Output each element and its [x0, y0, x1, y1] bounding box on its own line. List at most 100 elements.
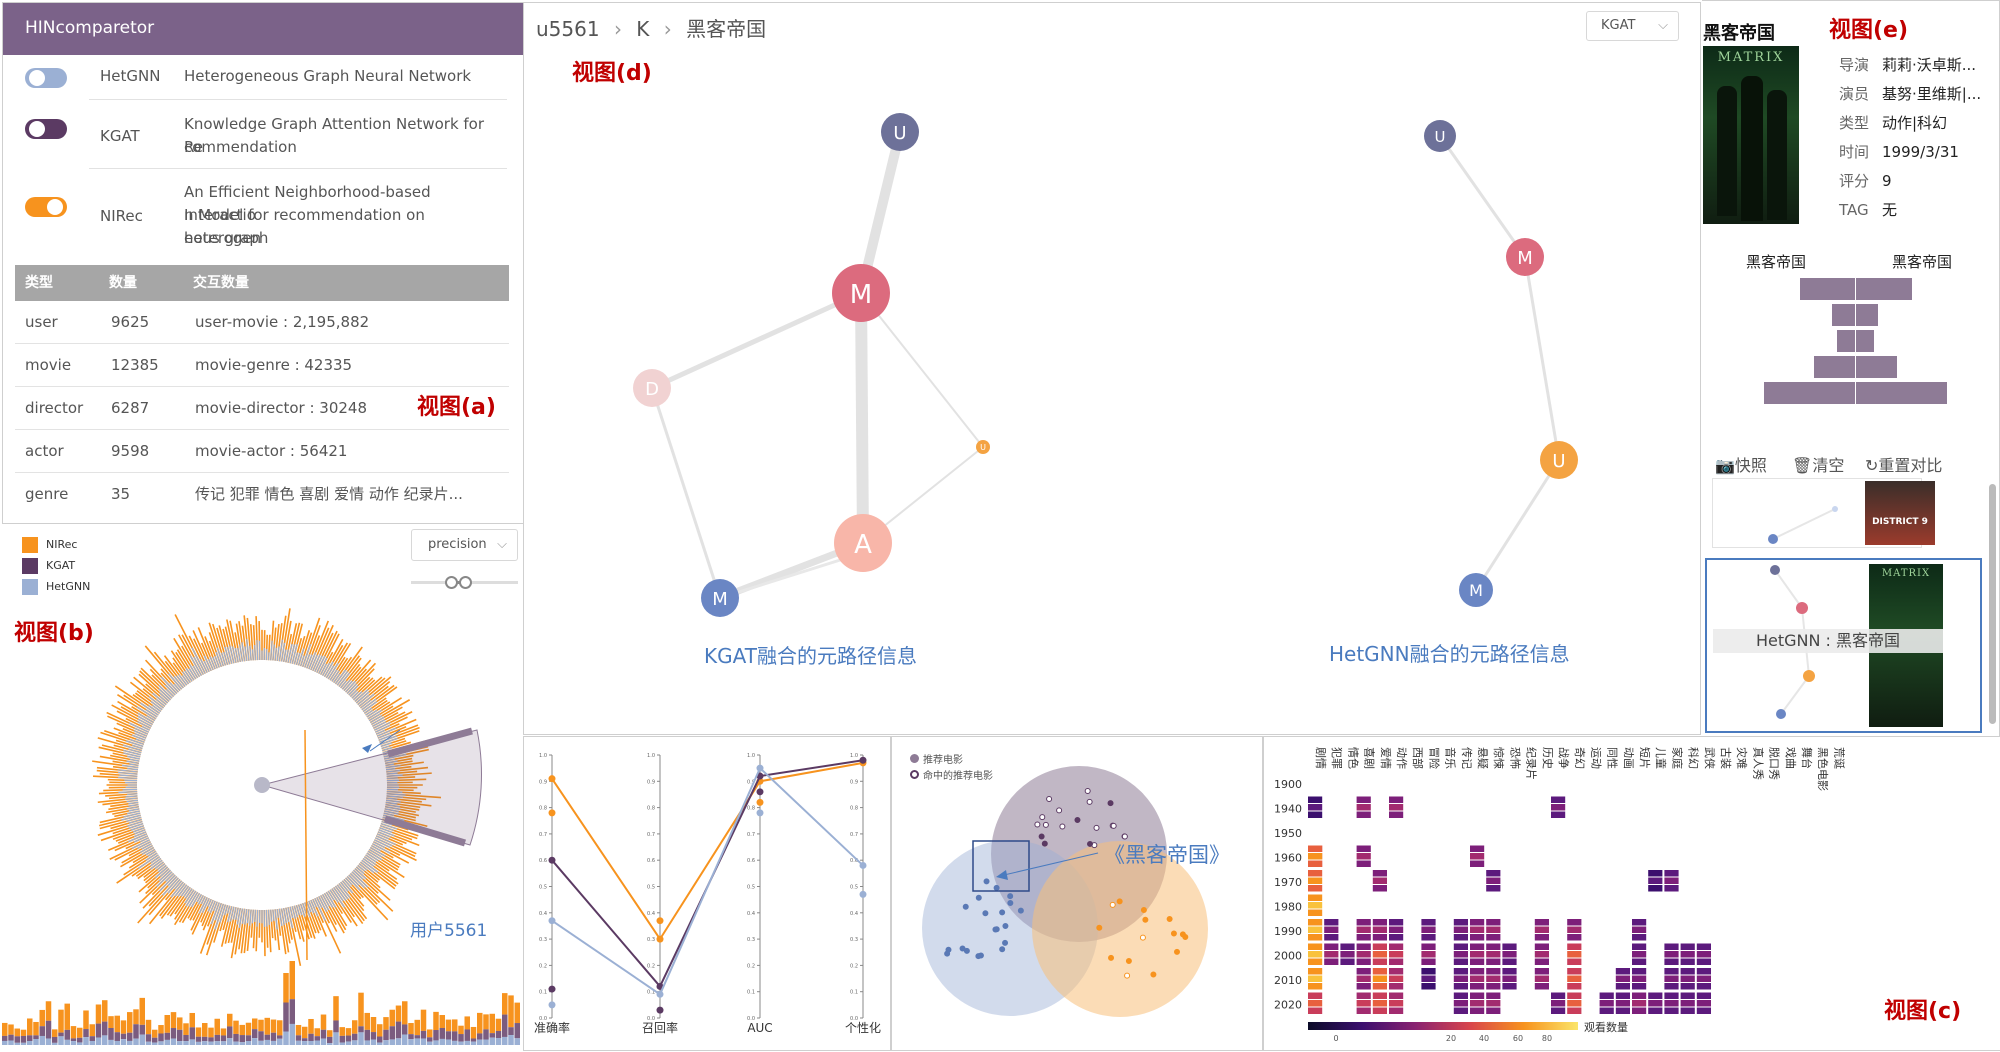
- pyramid-bar: [1856, 382, 1947, 404]
- bottom-bar-kgat: [327, 1037, 333, 1043]
- tick-label: 0.7: [647, 832, 655, 838]
- snapshot-button[interactable]: 📷快照: [1715, 452, 1767, 476]
- heat-cell: [1357, 919, 1371, 926]
- heat-cell: [1486, 959, 1500, 966]
- snapshot-card-active[interactable]: MATRIX HetGNN : 黑客帝国: [1705, 558, 1982, 733]
- dot-recommended: [1167, 917, 1172, 922]
- bottom-bar-hetgnn: [21, 1043, 27, 1045]
- heat-cell: [1357, 944, 1371, 951]
- bar-hetgnn: [253, 649, 254, 660]
- bar-hetgnn: [271, 910, 272, 922]
- heat-cell: [1648, 1008, 1662, 1015]
- model-desc: eous graph: [184, 227, 268, 250]
- bottom-bar-hetgnn: [402, 1035, 408, 1045]
- tick-label: 0.6: [747, 858, 755, 864]
- heat-cell: [1616, 1008, 1630, 1015]
- heat-cell: [1454, 919, 1468, 926]
- heat-cell: [1551, 1000, 1565, 1007]
- view-label-e: 视图(e): [1829, 12, 1908, 44]
- bottom-bar-hetgnn: [458, 1042, 464, 1045]
- genre-label: 短片: [1638, 747, 1652, 769]
- bottom-bar-kgat: [265, 1035, 271, 1040]
- dot-recommended: [1075, 817, 1080, 822]
- bottom-bar-nirec: [308, 1019, 314, 1034]
- heat-cell: [1308, 968, 1322, 975]
- parallel-coordinates-chart[interactable]: 1.00.90.80.70.60.50.40.30.20.10.0准确率1.00…: [524, 737, 892, 1052]
- bottom-bar-nirec: [33, 1022, 39, 1035]
- genre-label: 纪录片: [1525, 747, 1538, 780]
- genre-label: 同性: [1606, 747, 1620, 769]
- heat-cell: [1357, 861, 1371, 868]
- snapshot-card[interactable]: DISTRICT 9: [1712, 478, 1922, 548]
- bottom-bar-hetgnn: [233, 1042, 239, 1045]
- hetgnn-toggle[interactable]: [25, 68, 67, 88]
- bottom-bar-hetgnn: [127, 1041, 133, 1045]
- bottom-bar-kgat: [465, 1029, 471, 1040]
- nirec-toggle[interactable]: [25, 197, 67, 217]
- reset-compare-button[interactable]: ↻重置对比: [1865, 452, 1942, 476]
- genre-label: 情色: [1346, 747, 1360, 769]
- circular-user-chart[interactable]: [0, 525, 524, 1051]
- bottom-bar-kgat: [415, 1035, 421, 1038]
- bottom-bar-nirec: [8, 1024, 14, 1034]
- venn-chart[interactable]: [892, 737, 1264, 1052]
- bar-hetgnn: [269, 910, 270, 925]
- bottom-bar-hetgnn: [165, 1040, 171, 1045]
- bottom-bar-kgat: [402, 1024, 408, 1034]
- bar-hetgnn: [127, 768, 138, 769]
- bottom-bar-kgat: [233, 1034, 239, 1042]
- heat-cell: [1357, 797, 1371, 804]
- heat-cell: [1421, 976, 1435, 983]
- genre-label: 西部: [1411, 747, 1425, 769]
- bottom-bar-nirec: [471, 1027, 477, 1039]
- heat-cell: [1324, 919, 1338, 926]
- heat-cell: [1389, 951, 1403, 958]
- colorbar-tick: 80: [1542, 1034, 1552, 1043]
- tick-label: 0.3: [747, 937, 755, 943]
- bottom-bar-hetgnn: [90, 1041, 96, 1045]
- bottom-bar-hetgnn: [258, 1041, 264, 1045]
- bottom-bar-kgat: [58, 1033, 64, 1037]
- tick-label: 0.8: [647, 806, 655, 812]
- heat-cell: [1567, 983, 1581, 990]
- data-point: [549, 1001, 556, 1008]
- heat-cell: [1697, 951, 1711, 958]
- tick-label: 0.4: [647, 911, 655, 917]
- heat-cell: [1486, 1008, 1500, 1015]
- node-letter: D: [645, 379, 659, 400]
- bottom-bar-kgat: [8, 1035, 14, 1041]
- heat-cell: [1567, 1000, 1581, 1007]
- bottom-bar-hetgnn: [490, 1038, 496, 1045]
- heat-cell: [1632, 934, 1646, 941]
- heat-cell: [1486, 934, 1500, 941]
- heat-cell: [1632, 951, 1646, 958]
- heat-cell: [1308, 804, 1322, 811]
- genre-label: 荒诞: [1832, 747, 1846, 769]
- bottom-bar-kgat: [446, 1031, 452, 1039]
- bottom-bar-nirec: [96, 1004, 102, 1023]
- bottom-bar-kgat: [440, 1028, 446, 1039]
- scrollbar[interactable]: [1989, 484, 1996, 724]
- heat-cell: [1421, 934, 1435, 941]
- heat-cell: [1357, 846, 1371, 853]
- bar-hetgnn: [118, 772, 137, 774]
- kgat-toggle[interactable]: [25, 119, 67, 139]
- clear-button[interactable]: 🗑清空: [1792, 452, 1844, 476]
- heat-cell: [1697, 944, 1711, 951]
- bottom-bar-hetgnn: [140, 1035, 146, 1045]
- data-point: [860, 891, 867, 898]
- heat-cell: [1470, 983, 1484, 990]
- heat-cell: [1357, 927, 1371, 934]
- bottom-bar-kgat: [102, 1022, 108, 1036]
- heat-cell: [1664, 968, 1678, 975]
- col-interactions: 交互数量: [193, 265, 249, 301]
- genre-label: 冒险: [1427, 747, 1441, 769]
- bottom-bar-nirec: [233, 1021, 239, 1034]
- bottom-bar-nirec: [396, 1006, 402, 1022]
- bar-hetgnn: [255, 910, 256, 922]
- bottom-bar-nirec: [408, 1023, 414, 1034]
- bottom-bar-kgat: [15, 1036, 21, 1043]
- bottom-bar-hetgnn: [146, 1042, 152, 1045]
- bottom-bar-kgat: [377, 1037, 383, 1043]
